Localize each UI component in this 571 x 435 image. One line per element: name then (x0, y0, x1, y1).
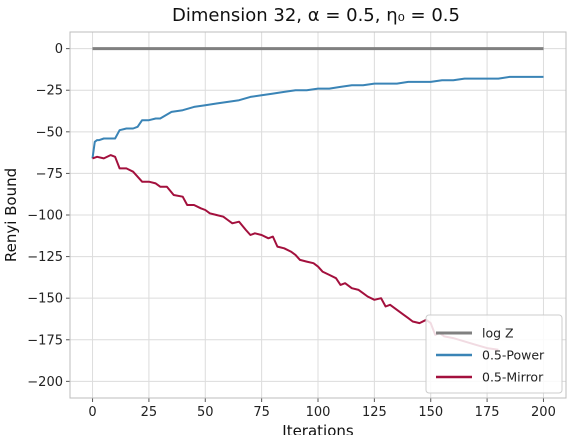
x-tick-label: 125 (362, 405, 387, 420)
y-tick-label: −125 (27, 250, 63, 265)
plot-frame (69, 31, 567, 399)
y-tick-label: −200 (27, 375, 63, 390)
x-axis-ticks: 0 25 50 75 100 125 150 175 200 (88, 398, 556, 420)
legend-label-2: 0.5-Mirror (482, 370, 544, 385)
x-tick-label: 175 (475, 405, 500, 420)
series-line-2 (92, 154, 499, 351)
series-lines (91, 47, 544, 351)
legend: log Z 0.5-Power 0.5-Mirror (425, 314, 563, 394)
x-tick-label: 200 (531, 405, 556, 420)
x-tick-label: 100 (306, 405, 331, 420)
y-tick-label: 0 (55, 42, 63, 57)
y-tick-label: −25 (36, 84, 63, 99)
legend-label-0: log Z (482, 326, 514, 341)
x-axis-label: Iterations (282, 422, 354, 435)
y-tick-label: −100 (27, 209, 63, 224)
y-axis-label: Renyi Bound (2, 168, 20, 262)
y-tick-label: −175 (27, 333, 63, 348)
y-tick-label: −150 (27, 292, 63, 307)
x-tick-label: 0 (88, 405, 96, 420)
chart-title: Dimension 32, α = 0.5, η₀ = 0.5 (172, 5, 460, 26)
y-tick-label: −75 (36, 167, 63, 182)
legend-label-1: 0.5-Power (482, 348, 545, 363)
series-line-1 (91, 75, 544, 159)
y-axis-ticks: 0 −25 −50 −75 −100 −125 −150 −175 −200 (27, 42, 70, 390)
y-tick-label: −50 (36, 125, 63, 140)
x-tick-label: 75 (253, 405, 270, 420)
x-tick-label: 150 (418, 405, 443, 420)
x-tick-label: 50 (197, 405, 214, 420)
x-tick-label: 25 (141, 405, 158, 420)
